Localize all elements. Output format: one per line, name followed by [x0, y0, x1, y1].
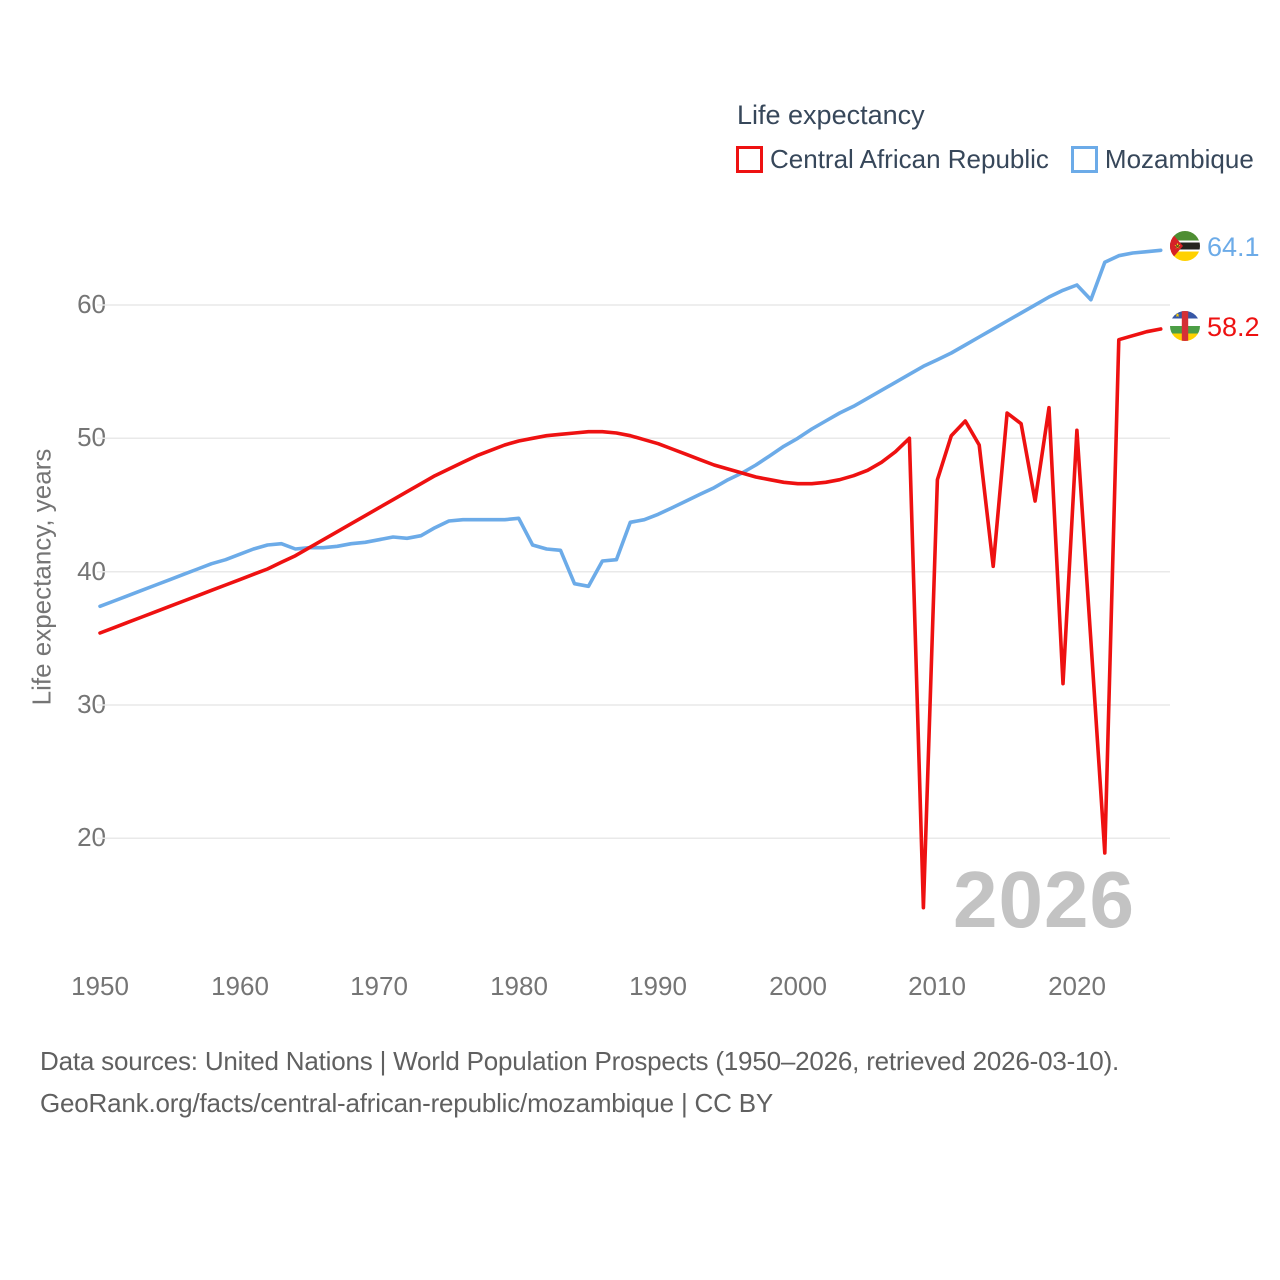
watermark-year: 2026	[953, 855, 1135, 944]
y-tick: 20	[77, 822, 106, 852]
x-tick: 1980	[490, 971, 548, 1001]
x-tick: 1990	[629, 971, 687, 1001]
central-african-republic-flag-icon	[1170, 311, 1200, 341]
y-tick: 50	[77, 422, 106, 452]
car-end-value: 58.2	[1207, 312, 1260, 342]
x-tick: 2000	[769, 971, 827, 1001]
legend-item-central-african-republic[interactable]: Central African Republic	[736, 144, 1049, 175]
y-tick: 30	[77, 689, 106, 719]
legend-item-label: Mozambique	[1104, 144, 1254, 174]
mozambique-flag-icon	[1170, 231, 1200, 261]
x-tick: 1960	[211, 971, 269, 1001]
x-tick: 1970	[350, 971, 408, 1001]
x-tick: 2010	[908, 971, 966, 1001]
x-tick: 2020	[1048, 971, 1106, 1001]
central-african-republic-series-line[interactable]	[98, 327, 1163, 910]
mozambique-series-line[interactable]	[98, 248, 1163, 609]
y-tick: 60	[77, 289, 106, 319]
footer-datasource: Data sources: United Nations | World Pop…	[40, 1046, 1120, 1076]
mozambique-end-value: 64.1	[1207, 232, 1260, 262]
legend-title: Life expectancy	[737, 100, 925, 130]
mozambique-series-swatch	[1070, 146, 1098, 173]
car-series-swatch	[736, 146, 763, 173]
footer-attribution: GeoRank.org/facts/central-african-republ…	[40, 1088, 773, 1118]
legend-item-label: Central African Republic	[770, 144, 1049, 174]
x-tick: 1950	[71, 971, 129, 1001]
legend: Central African Republic Mozambique	[736, 144, 1254, 175]
legend-item-mozambique[interactable]: Mozambique	[1070, 144, 1254, 175]
